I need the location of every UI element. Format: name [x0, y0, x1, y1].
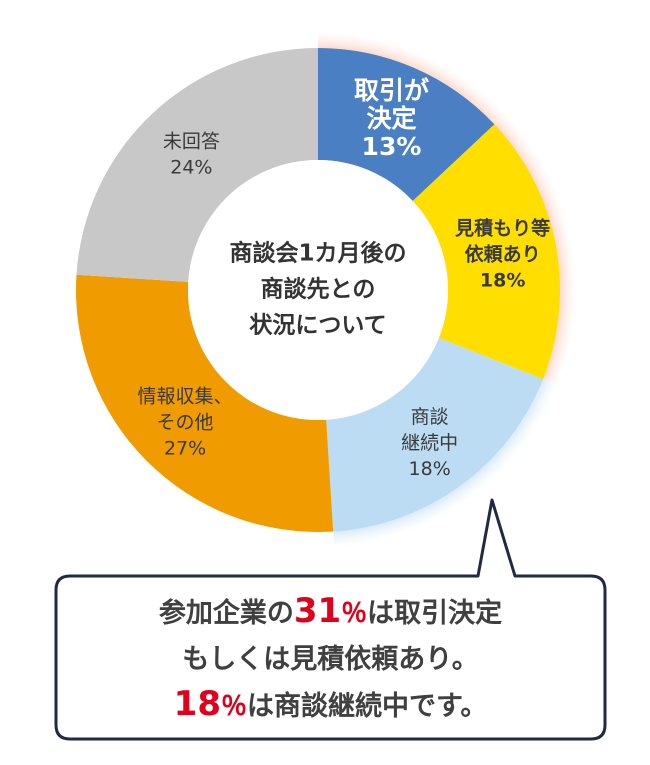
slice-0-label-line: 取引が [354, 76, 429, 105]
slice-4 [76, 48, 318, 282]
slice-4-percent: 24% [170, 157, 212, 179]
slice-2-percent: 18% [409, 458, 451, 480]
center-label-line: 状況について [249, 312, 386, 339]
slice-glow-1 [492, 113, 577, 385]
center-label-line: 商談会1カ月後の [229, 240, 406, 267]
slice-group [76, 48, 561, 532]
slice-2-label-line: 商談 [411, 406, 449, 428]
callout-bubble [54, 498, 607, 741]
donut-hole [188, 160, 448, 420]
slice-3-label-line: 情報収集、 [138, 385, 233, 407]
slice-0-percent: 13% [362, 132, 422, 161]
slice-4-label-line: 未回答 [163, 131, 220, 153]
callout-highlight-31: 31％ [293, 591, 368, 631]
slice-2-label-line: 継続中 [401, 432, 458, 454]
slice-glow-0 [318, 32, 507, 126]
slice-3-percent: 27% [164, 437, 206, 459]
callout-line-2: もしくは見積依頼あり。 [182, 644, 479, 675]
slice-1-label-line: 見積もり等 [455, 216, 550, 239]
slice-1-percent: 18% [480, 269, 525, 291]
slice-1 [412, 124, 561, 380]
slice-3-label-line: その他 [157, 411, 214, 433]
center-label-line: 商談先との [261, 276, 376, 303]
callout-highlight-18: 18％ [173, 684, 248, 724]
slice-3 [76, 274, 334, 532]
callout-line-3: 18％は商談継続中です。 [173, 684, 488, 724]
callout-text: 参加企業の31％は取引決定 もしくは見積依頼あり。 18％は商談継続中です。 [56, 577, 605, 739]
slice-0-label-line: 決定 [366, 104, 416, 133]
slice-1-label-line: 依頼あり [465, 242, 541, 265]
slice-2 [326, 337, 544, 532]
callout-line-1: 参加企業の31％は取引決定 [158, 591, 503, 631]
slice-0 [318, 48, 495, 202]
